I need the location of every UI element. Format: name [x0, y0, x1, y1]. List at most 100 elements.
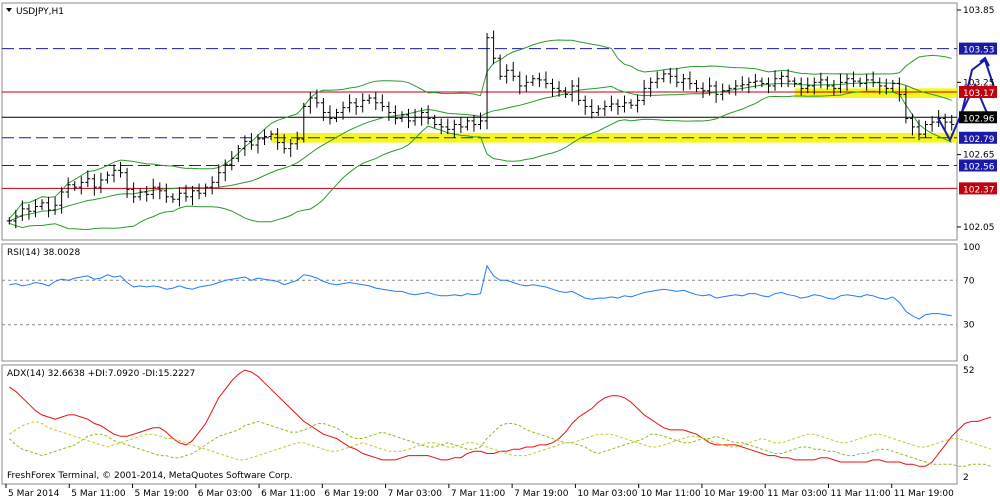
price-bar: [569, 79, 575, 102]
price-bar: [851, 71, 857, 88]
time-axis-tick-label: 6 Mar 19:00: [324, 489, 379, 499]
price-bar: [556, 81, 562, 97]
bollinger-lower-band: [9, 90, 952, 231]
price-bar: [235, 145, 241, 162]
price-bar: [635, 94, 641, 113]
price-bar: [595, 105, 601, 117]
price-bar: [733, 79, 739, 96]
time-axis-tick-label: 5 Mar 11:00: [71, 489, 126, 499]
price-bar: [458, 117, 464, 133]
price-bar: [412, 108, 418, 126]
price-bar: [602, 100, 608, 117]
price-bar: [59, 187, 65, 214]
price-bar: [216, 164, 222, 188]
adx-pane-frame: [1, 364, 958, 485]
price-bar: [366, 94, 372, 105]
price-bar: [85, 170, 91, 188]
rsi-axis-tick-label: 30: [963, 321, 975, 331]
price-bar: [334, 108, 340, 123]
price-bar: [294, 131, 300, 150]
price-bar: [929, 116, 935, 132]
price-level-label: 102.37: [963, 185, 995, 195]
price-bar: [517, 71, 523, 95]
price-bar: [163, 183, 169, 203]
price-bar: [419, 107, 425, 126]
price-bar: [818, 72, 824, 89]
price-level-label: 102.96: [963, 114, 995, 124]
price-bar: [779, 71, 785, 88]
price-bar: [288, 138, 294, 158]
price-bar: [176, 187, 182, 207]
price-bar: [903, 85, 909, 124]
price-bar: [576, 77, 582, 106]
price-bar: [726, 84, 732, 95]
price-level-label: 102.79: [963, 135, 995, 145]
price-bar: [792, 77, 798, 88]
price-bar: [667, 67, 673, 84]
price-bar: [700, 82, 706, 98]
price-bar: [19, 200, 25, 221]
price-bar: [268, 130, 274, 141]
price-bar: [340, 101, 346, 120]
adx-series-di: [9, 420, 992, 461]
price-bar: [406, 108, 412, 129]
price-bar: [255, 134, 261, 154]
price-bar: [196, 183, 202, 200]
rsi-pane-frame: [1, 243, 958, 362]
price-bar: [438, 118, 444, 135]
price-axis-tick-label: 102.65: [963, 151, 995, 161]
price-bar: [942, 113, 948, 131]
price-bar: [275, 128, 281, 150]
price-bar: [824, 76, 830, 90]
adx-title: ADX(14) 32.6638 +DI:7.0920 -DI:15.2227: [7, 369, 195, 379]
price-bar: [150, 178, 156, 200]
price-bar: [52, 196, 58, 215]
price-bar: [203, 183, 209, 197]
highlight-zone: [794, 88, 957, 98]
time-axis-tick-label: 6 Mar 11:00: [261, 489, 316, 499]
price-bar: [811, 77, 817, 95]
time-axis-tick-label: 11 Mar 11:00: [830, 489, 890, 499]
price-bar: [347, 94, 353, 113]
price-bar: [759, 77, 765, 88]
price-bar: [589, 99, 595, 119]
price-level-label: 102.56: [963, 162, 995, 172]
time-axis-tick-label: 10 Mar 03:00: [577, 489, 637, 499]
price-bar: [877, 77, 883, 95]
rsi-axis-tick-label: 100: [963, 243, 980, 253]
price-bar: [713, 81, 719, 103]
price-bar: [183, 184, 189, 202]
price-bar: [772, 70, 778, 91]
price-bar: [65, 177, 71, 199]
price-bar: [785, 69, 791, 88]
time-axis-tick-label: 10 Mar 19:00: [704, 489, 764, 499]
price-bar: [46, 196, 52, 218]
price-bar: [837, 73, 843, 94]
price-bar: [896, 77, 902, 102]
price-bar: [693, 79, 699, 92]
price-bar: [471, 114, 477, 132]
adx-axis-tick-label: 52: [963, 366, 974, 376]
price-bar: [104, 171, 110, 184]
price-pane-frame: [1, 2, 958, 241]
price-bar: [752, 73, 758, 89]
price-bar: [399, 111, 405, 123]
price-bar: [641, 79, 647, 106]
price-bar: [739, 76, 745, 91]
price-level-label-box: [959, 85, 997, 98]
price-bar: [805, 77, 811, 94]
price-bar: [72, 181, 78, 191]
price-bar: [608, 95, 614, 112]
price-chart-title: USDJPY,H1: [16, 7, 64, 17]
price-bar: [504, 64, 510, 84]
time-axis-tick-label: 11 Mar 03:00: [767, 489, 827, 499]
price-bar: [445, 118, 451, 135]
price-level-label-box: [959, 159, 997, 172]
copyright-footer: FreshForex Terminal, © 2001-2014, MetaQu…: [7, 471, 293, 481]
price-bar: [314, 89, 320, 108]
price-bar: [648, 77, 654, 97]
symbol-dropdown-icon[interactable]: [6, 8, 12, 12]
price-bar: [510, 61, 516, 82]
